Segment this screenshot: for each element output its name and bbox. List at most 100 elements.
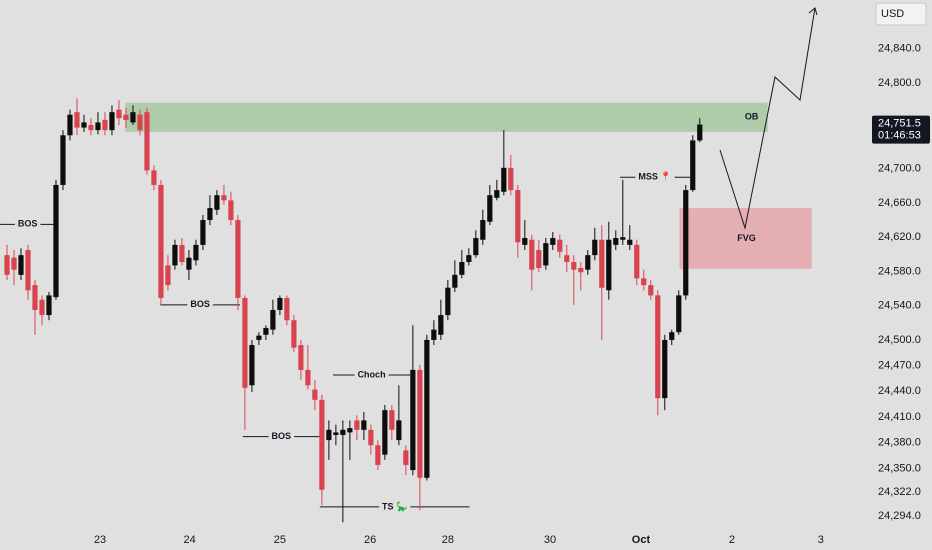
level-label: BOS <box>18 219 38 229</box>
level-label-bg <box>354 368 389 381</box>
candle-body <box>529 239 535 270</box>
x-tick-label: 24 <box>184 534 196 546</box>
zone-label: OB <box>745 112 759 122</box>
candle-body <box>564 255 570 263</box>
candle-body <box>676 295 682 333</box>
currency-box[interactable] <box>875 2 927 26</box>
candle-body <box>67 114 73 136</box>
arrow-head <box>808 7 818 16</box>
candle-body <box>333 432 339 435</box>
zone <box>679 208 812 269</box>
candle-body <box>4 255 10 275</box>
level-label-bg <box>268 430 295 443</box>
candle-body <box>438 315 444 335</box>
y-tick-label: 24,800.0 <box>878 77 921 89</box>
candle-body <box>95 122 101 131</box>
zone <box>125 102 768 132</box>
candle-body <box>592 239 598 256</box>
projection-line <box>719 7 816 230</box>
level-label: Choch <box>358 369 386 379</box>
candle-body <box>130 112 136 123</box>
y-tick-label: 24,322.0 <box>878 486 921 498</box>
x-tick-label: 25 <box>274 534 286 546</box>
candle-body <box>340 429 346 435</box>
y-tick-label: 24,580.0 <box>878 265 921 277</box>
price-tag <box>872 115 930 144</box>
candle-body <box>256 335 262 340</box>
candle-body <box>53 184 59 298</box>
candle-body <box>662 339 668 399</box>
x-tick-label: 26 <box>364 534 376 546</box>
candle-body <box>466 255 472 263</box>
candle-body <box>298 345 304 370</box>
level-label: BOS <box>272 431 292 441</box>
candle-body <box>284 297 290 321</box>
candle-body <box>46 295 52 316</box>
candle-body <box>487 195 493 222</box>
projection-path <box>719 7 818 230</box>
level-label-bg <box>379 499 411 513</box>
x-tick-label: 2 <box>729 534 735 546</box>
candle-body <box>361 420 367 430</box>
candle-body <box>543 243 549 266</box>
candle-body <box>81 122 87 128</box>
zone-label: FVG <box>737 233 756 243</box>
candle-body <box>501 167 507 192</box>
candle-body <box>193 244 199 261</box>
y-tick-label: 24,840.0 <box>878 43 921 55</box>
candle-body <box>606 239 612 291</box>
candle-body <box>578 267 584 273</box>
candle-body <box>137 114 143 131</box>
candle-body <box>410 369 416 471</box>
candle-body <box>270 309 276 330</box>
x-tick-label: 23 <box>94 534 106 546</box>
candle-body <box>522 238 528 245</box>
candle-body <box>627 239 633 245</box>
y-tick-label: 24,620.0 <box>878 231 921 243</box>
candle-body <box>368 429 374 446</box>
candle-body <box>445 287 451 316</box>
candle-body <box>354 420 360 430</box>
candle-body <box>158 184 164 298</box>
candle-body <box>109 112 115 131</box>
candle-body <box>683 190 689 296</box>
level-label-bg <box>187 298 213 311</box>
level-label: BOS <box>190 299 210 309</box>
candle-body <box>123 114 129 120</box>
candle-body <box>39 299 45 316</box>
candle-body <box>242 297 248 388</box>
candle-body <box>403 450 409 465</box>
y-tick-label: 24,500.0 <box>878 334 921 346</box>
candle-body <box>347 428 353 433</box>
y-tick-label: 24,410.0 <box>878 411 921 423</box>
candle-body <box>200 220 206 245</box>
candle-body <box>634 244 640 279</box>
candle-body <box>249 345 255 386</box>
candle-body <box>550 238 556 245</box>
candle-body <box>620 237 626 240</box>
level-label-bg <box>14 217 41 230</box>
candle-body <box>613 238 619 245</box>
candle-body <box>452 274 458 288</box>
candle-body <box>417 369 423 478</box>
candle-body <box>599 239 605 288</box>
currency: USD <box>881 8 904 20</box>
candle-body <box>382 410 388 455</box>
candle-body <box>207 208 213 221</box>
candle-body <box>585 255 591 270</box>
candle-body <box>88 125 94 131</box>
candle-body <box>459 262 465 275</box>
candle-body <box>305 369 311 386</box>
candle-body <box>375 445 381 465</box>
candle-body <box>32 285 38 310</box>
candle-body <box>186 257 192 270</box>
candle-body <box>165 265 171 286</box>
candle-body <box>480 220 486 240</box>
candle-body <box>151 170 157 185</box>
candle-body <box>389 410 395 430</box>
level-label: MSS 📍 <box>638 171 671 182</box>
candle-body <box>669 332 675 340</box>
candle-body <box>228 200 234 221</box>
candle-body <box>571 262 577 270</box>
